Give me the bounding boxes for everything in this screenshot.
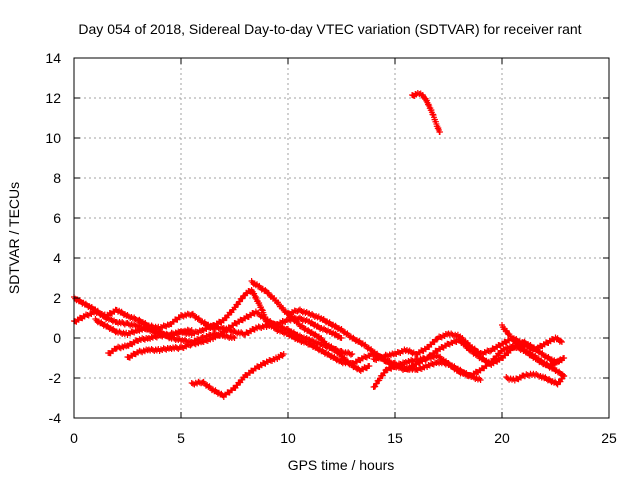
data-point-markers (124, 308, 356, 361)
y-tick-label: 12 (45, 90, 61, 106)
data-point-markers (499, 322, 568, 370)
x-tick-label: 20 (494, 430, 510, 446)
y-tick-label: -4 (49, 410, 62, 426)
y-tick-label: 6 (53, 210, 61, 226)
y-tick-label: 8 (53, 170, 61, 186)
x-axis-label: GPS time / hours (288, 457, 395, 473)
data-points (71, 90, 568, 400)
series-arc-j (370, 330, 565, 363)
x-tick-label: 0 (70, 430, 78, 446)
axis-ticks: 0 5 10 15 20 25 -4 -2 0 2 4 6 8 10 12 14 (45, 50, 617, 446)
series-arc-m (409, 90, 443, 135)
y-tick-label: 14 (45, 50, 61, 66)
series-arc-l (503, 370, 568, 388)
x-tick-label: 25 (601, 430, 617, 446)
series-arc-d (105, 287, 565, 373)
data-point-markers (503, 370, 568, 388)
series-arc-k (499, 322, 568, 370)
y-tick-label: 2 (53, 290, 61, 306)
series-arc-h (188, 351, 287, 400)
plot-frame (73, 57, 610, 419)
y-tick-label: 4 (53, 250, 61, 266)
x-tick-label: 10 (280, 430, 296, 446)
y-axis-label: SDTVAR / TECUs (6, 182, 22, 294)
data-point-markers (409, 90, 443, 135)
x-tick-label: 5 (177, 430, 185, 446)
data-point-markers (105, 287, 565, 373)
y-tick-label: -2 (49, 370, 62, 386)
x-tick-label: 15 (387, 430, 403, 446)
chart-title: Day 054 of 2018, Sidereal Day-to-day VTE… (78, 21, 581, 37)
data-point-markers (370, 330, 565, 363)
data-point-markers (188, 351, 287, 400)
y-tick-label: 0 (53, 330, 61, 346)
series-arc-e (124, 308, 356, 361)
y-tick-label: 10 (45, 130, 61, 146)
